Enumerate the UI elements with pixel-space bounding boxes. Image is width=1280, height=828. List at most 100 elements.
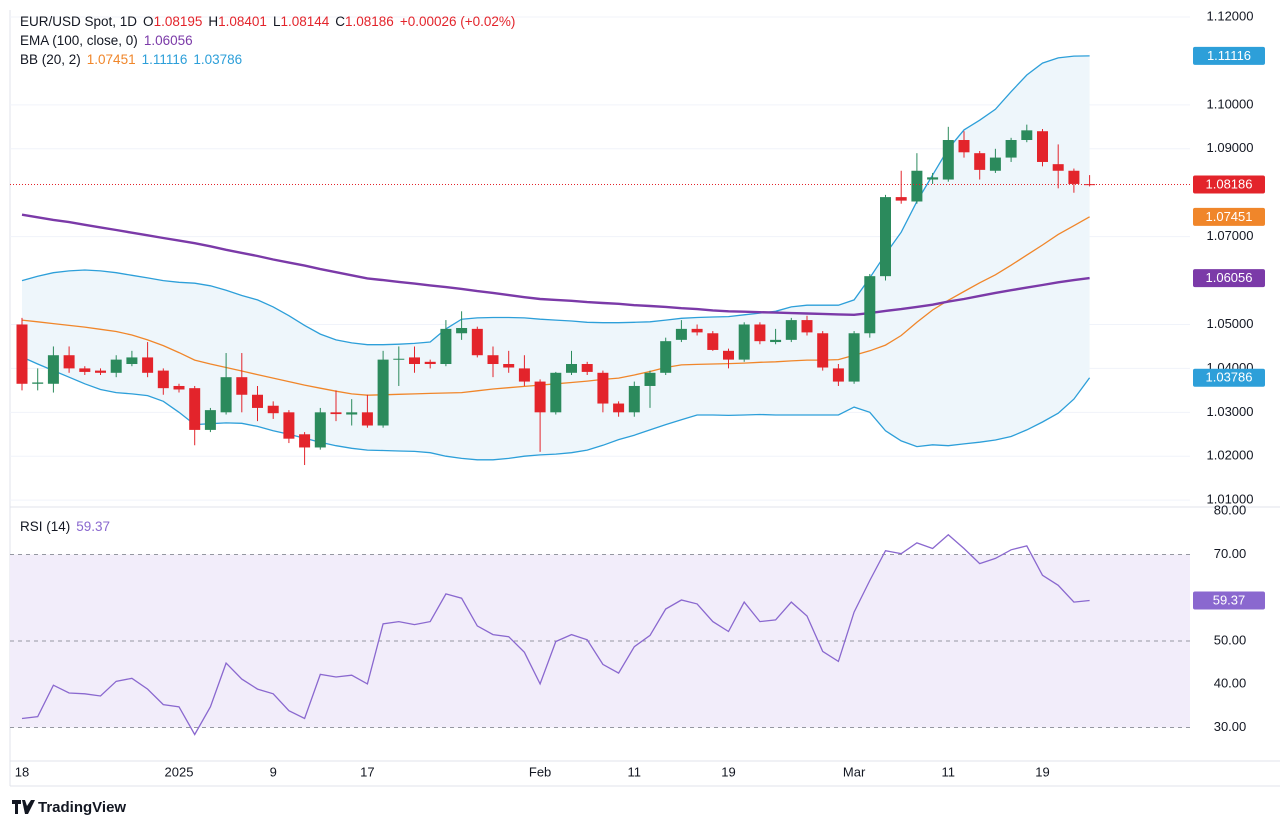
candle-body	[754, 324, 766, 342]
x-tick-label: 11	[628, 764, 642, 779]
x-tick-label: 11	[942, 764, 956, 779]
candle-body	[79, 368, 91, 372]
price-tag	[1193, 207, 1265, 226]
candle-body	[393, 358, 405, 360]
y-tick-label: 50.00	[1214, 632, 1247, 647]
candle-body	[409, 357, 420, 365]
ohlc-key: L	[272, 14, 281, 29]
candle-body	[377, 359, 389, 426]
brand-name: TradingView	[38, 799, 126, 816]
candle-body	[895, 197, 907, 201]
legend-row: BB (20, 2) 1.07451 1.11116 1.03786	[20, 50, 521, 69]
candle-body	[817, 333, 829, 368]
candle-body	[707, 333, 719, 350]
x-tick-label: 19	[1035, 764, 1049, 779]
candle-body	[801, 320, 813, 333]
ohlc-value: 1.08401	[218, 14, 267, 29]
x-tick-label: 2025	[165, 764, 194, 779]
candle-body	[424, 361, 436, 365]
rsi-line	[21, 533, 1090, 736]
x-tick-label: 9	[270, 764, 277, 779]
candle-body	[942, 140, 954, 180]
candle-body	[1005, 140, 1017, 158]
candle-body	[1068, 170, 1080, 184]
candle-body	[32, 382, 44, 384]
candle-body	[518, 368, 530, 382]
candle-body	[550, 372, 562, 413]
x-tick-label: Mar	[843, 764, 866, 779]
ohlc-value: 1.08186	[345, 14, 394, 29]
ohlc-key: H	[208, 14, 219, 29]
y-tick-label: 1.01000	[1207, 492, 1254, 507]
candle-body	[173, 385, 185, 390]
candle-body	[330, 412, 342, 415]
price-tag	[1193, 591, 1265, 610]
candle-body	[566, 364, 577, 373]
candle-body	[456, 327, 468, 334]
y-tick-label: 1.03000	[1207, 404, 1254, 419]
legend-row: EUR/USD Spot, 1D O1.08195 H1.08401 L1.08144…	[20, 12, 521, 31]
brand-logo	[12, 800, 35, 814]
price-tag	[1193, 368, 1265, 387]
candle-body	[63, 355, 75, 369]
indicator-name: BB (20, 2)	[20, 52, 81, 67]
price-tag	[1193, 46, 1265, 65]
candle-body	[236, 377, 248, 395]
indicator-value: 1.07451	[86, 52, 136, 67]
price-tag	[1193, 269, 1265, 288]
indicator-value: 1.06056	[143, 33, 193, 48]
legend-row: RSI (14) 59.37	[20, 517, 116, 536]
price-tag	[1193, 175, 1265, 194]
ema-line	[21, 213, 1090, 317]
candle-body	[503, 364, 515, 368]
price-tag-label: 1.03786	[1206, 370, 1253, 385]
candle-body	[157, 370, 169, 389]
candle-body	[832, 368, 844, 382]
candle-body	[1021, 130, 1033, 141]
candle-body	[738, 324, 750, 360]
candle-body	[1052, 164, 1064, 171]
y-tick-label: 40.00	[1214, 676, 1247, 691]
candle-body	[534, 381, 546, 413]
candle-body	[911, 170, 923, 202]
candle-body	[267, 405, 279, 414]
candle-body	[958, 140, 970, 153]
price-tag-label: 1.06056	[1206, 270, 1253, 285]
candle-body	[660, 341, 672, 373]
candle-body	[628, 385, 640, 413]
candle-body	[189, 388, 201, 430]
y-tick-label: 1.05000	[1207, 316, 1254, 331]
y-tick-label: 1.12000	[1207, 8, 1254, 23]
candle-body	[864, 276, 876, 334]
indicator-name: EMA (100, close, 0)	[20, 33, 138, 48]
candle-body	[110, 359, 122, 373]
candle-body	[581, 364, 593, 372]
ohlc-key: C	[335, 14, 346, 29]
indicator-value: 1.03786	[193, 52, 243, 67]
candle-body	[848, 333, 860, 382]
candle-body	[220, 377, 232, 413]
candle-body	[126, 357, 138, 365]
candle-body	[989, 157, 1001, 171]
rsi-legend: RSI (14) 59.37	[20, 517, 116, 536]
ohlc-value: 1.08195	[153, 14, 203, 29]
y-tick-label: 1.10000	[1207, 96, 1254, 111]
candle-body	[16, 324, 28, 384]
candle-body	[487, 355, 499, 365]
ohlc-key: O	[143, 14, 154, 29]
candle-body	[974, 153, 986, 170]
price-tag-label: 1.07451	[1206, 209, 1253, 224]
rsi-title: RSI (14)	[20, 519, 71, 534]
rsi-band	[10, 554, 1190, 728]
candle-body	[1084, 184, 1096, 186]
candle-body	[283, 412, 295, 439]
y-tick-label: 1.02000	[1207, 448, 1254, 463]
candle-body	[471, 328, 483, 356]
y-tick-label: 70.00	[1214, 546, 1247, 561]
symbol-title: EUR/USD Spot, 1D	[20, 14, 138, 29]
x-tick-label: 19	[721, 764, 735, 779]
candle-body	[597, 372, 609, 404]
x-tick-label: 18	[15, 764, 29, 779]
candle-body	[927, 177, 939, 180]
